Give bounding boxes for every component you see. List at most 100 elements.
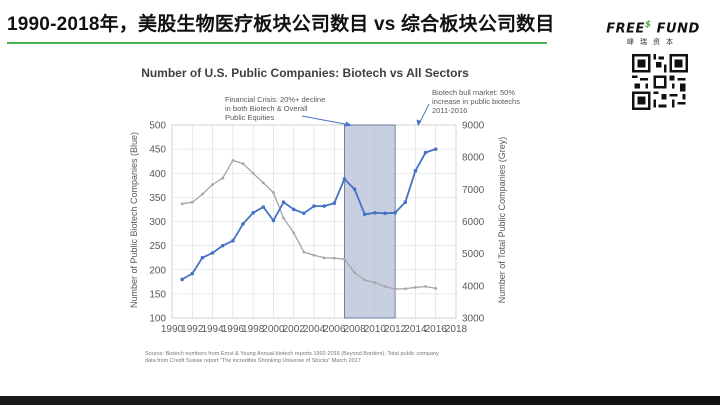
- annotation-financial-crisis-text: Public Equities: [225, 113, 274, 122]
- brand-name-part1: FREE: [606, 21, 645, 37]
- data-point-all-sectors: [261, 181, 265, 185]
- annotation-bull-market-text: 2011-2016: [432, 106, 467, 115]
- data-point-all-sectors: [363, 278, 367, 282]
- data-point-biotech: [210, 251, 215, 255]
- data-point-all-sectors: [403, 287, 407, 291]
- data-point-biotech: [332, 201, 337, 205]
- data-point-biotech: [352, 187, 357, 191]
- data-point-biotech: [393, 211, 397, 215]
- data-point-all-sectors: [332, 256, 336, 260]
- data-point-all-sectors: [190, 200, 194, 204]
- y2-tick-label: 9000: [462, 121, 485, 132]
- y-tick-label: 450: [149, 145, 166, 156]
- data-point-all-sectors: [251, 171, 255, 175]
- data-point-all-sectors: [343, 257, 346, 261]
- source-note-line: Source: Biotech numbers from Ernst & You…: [145, 351, 439, 357]
- axes: 1990199219941996199820002002200420062008…: [149, 121, 484, 336]
- title-underline: [7, 42, 547, 44]
- y2-tick-label: 7000: [462, 185, 485, 196]
- x-tick-label: 2016: [425, 324, 448, 335]
- annotation-financial-crisis-text: Financial Crisis: 20%+ decline: [225, 95, 325, 104]
- data-point-biotech: [220, 243, 225, 248]
- qr-code-icon: [632, 54, 688, 110]
- data-point-all-sectors: [414, 286, 417, 289]
- brand-name: FREE$ FUND: [604, 20, 702, 36]
- y-tick-label: 200: [149, 265, 166, 276]
- source-note: Source: Biotech numbers from Ernst & You…: [145, 351, 439, 364]
- chart-title: Number of U.S. Public Companies: Biotech…: [141, 66, 469, 80]
- annotation-bull-market-text: increase in public biotechs: [432, 97, 520, 106]
- y2-tick-label: 3000: [462, 314, 485, 325]
- y2-tick-label: 4000: [462, 281, 485, 292]
- x-tick-label: 2018: [445, 324, 468, 335]
- y2-axis-title: Number of Total Public Companies (Grey): [497, 137, 507, 303]
- y-tick-label: 300: [149, 217, 166, 228]
- data-point-all-sectors: [434, 287, 438, 290]
- data-point-biotech: [312, 204, 316, 208]
- brand-dollar: $: [644, 20, 652, 30]
- annotation-financial-crisis-arrowhead: [345, 121, 352, 127]
- y-tick-label: 100: [149, 314, 166, 325]
- data-point-biotech: [433, 147, 438, 151]
- data-point-biotech: [261, 205, 266, 209]
- x-tick-label: 2014: [404, 324, 427, 335]
- footer-bar-left: [0, 396, 360, 405]
- data-point-all-sectors: [393, 287, 397, 291]
- annotation-financial-crisis-arrow: [301, 115, 351, 126]
- data-point-biotech: [241, 222, 245, 226]
- data-point-biotech: [271, 218, 276, 223]
- data-point-biotech: [362, 212, 367, 217]
- data-point-all-sectors: [272, 191, 275, 194]
- data-point-all-sectors: [312, 253, 316, 257]
- data-point-all-sectors: [292, 231, 296, 235]
- source-note-line: data from Credit Suisse report "The incr…: [145, 358, 361, 364]
- x-tick-label: 1994: [201, 324, 224, 335]
- brand-name-part2: FUND: [651, 21, 700, 37]
- data-point-biotech: [200, 255, 205, 260]
- x-tick-label: 2004: [303, 324, 326, 335]
- data-point-all-sectors: [424, 285, 427, 288]
- x-tick-label: 2000: [262, 324, 285, 335]
- data-point-biotech: [423, 150, 428, 155]
- data-point-all-sectors: [180, 202, 184, 206]
- data-point-biotech: [403, 200, 408, 204]
- y-tick-label: 350: [149, 193, 166, 204]
- data-point-all-sectors: [241, 162, 245, 166]
- data-point-biotech: [302, 211, 306, 216]
- data-point-all-sectors: [353, 271, 356, 275]
- slide-title: 1990-2018年，美股生物医疗板块公司数目 vs 综合板块公司数目: [7, 14, 555, 35]
- data-point-all-sectors: [322, 256, 326, 260]
- y-tick-label: 400: [149, 169, 166, 180]
- data-point-all-sectors: [383, 285, 387, 288]
- data-point-all-sectors: [282, 216, 285, 220]
- data-point-all-sectors: [373, 281, 377, 285]
- x-tick-label: 2012: [384, 324, 407, 335]
- x-tick-label: 1990: [161, 324, 184, 335]
- brand-logo: FREE$ FUND 峰瑞资本: [604, 20, 702, 47]
- y-axis-title: Number of Public Biotech Companies (Blue…: [129, 132, 139, 308]
- data-point-all-sectors: [302, 250, 306, 254]
- data-point-biotech: [291, 207, 296, 212]
- y-tick-label: 500: [149, 121, 166, 132]
- data-point-biotech: [413, 169, 418, 173]
- series-line-all-sectors: [181, 159, 436, 290]
- x-tick-label: 1992: [181, 324, 204, 335]
- x-tick-label: 2008: [343, 324, 366, 335]
- x-tick-label: 1996: [222, 324, 245, 335]
- y2-tick-label: 6000: [462, 217, 485, 228]
- y-tick-label: 150: [149, 289, 166, 300]
- grid: [171, 124, 457, 319]
- data-point-biotech: [180, 277, 184, 282]
- footer-bar: [0, 396, 720, 405]
- annotation-bull-market-arrow: [418, 103, 430, 125]
- data-point-all-sectors: [231, 158, 235, 162]
- data-point-biotech: [373, 211, 377, 215]
- shaded-region-rect: [344, 124, 396, 319]
- x-tick-label: 2002: [283, 324, 306, 335]
- data-point-all-sectors: [221, 176, 225, 180]
- annotation-bull-market-arrowhead: [416, 119, 422, 126]
- y2-tick-label: 8000: [462, 153, 485, 164]
- data-point-biotech: [190, 271, 195, 276]
